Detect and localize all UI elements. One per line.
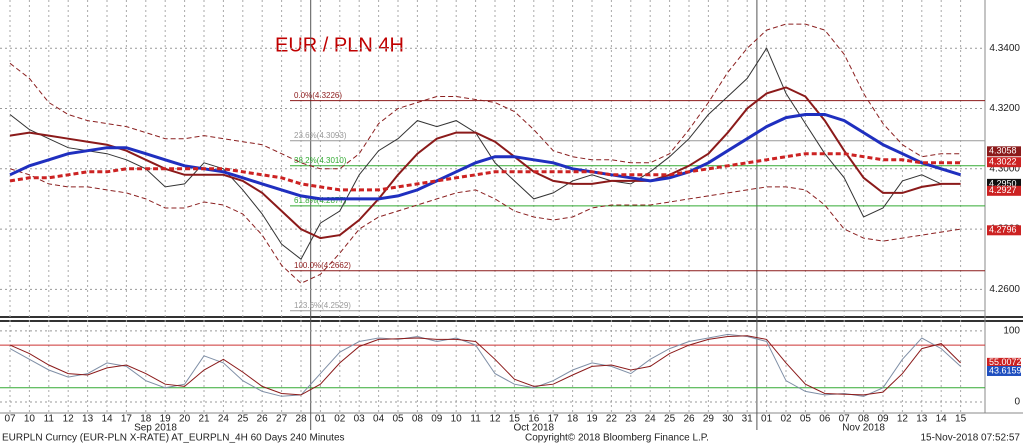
price-tag [987, 146, 1021, 157]
x-tick-label: 12 [63, 414, 75, 425]
x-tick-label: 05 [800, 414, 812, 425]
x-tick-label: 01 [761, 414, 773, 425]
price-tag [987, 185, 1021, 196]
x-tick-label: 07 [839, 414, 851, 425]
x-tick-label: 24 [218, 414, 230, 425]
series-line [9, 47, 961, 260]
x-tick-label: 20 [179, 414, 191, 425]
series-line [9, 335, 961, 396]
price-tag [987, 357, 1021, 368]
price-tag [987, 178, 1021, 189]
fib-label: 38.2%(4.3010) [294, 156, 347, 165]
x-tick-label: 19 [160, 414, 172, 425]
x-tick-label: 27 [276, 414, 288, 425]
x-tick-label: 25 [237, 414, 249, 425]
x-tick-label: 09 [877, 414, 889, 425]
x-tick-label: 13 [916, 414, 928, 425]
x-tick-label: 14 [101, 414, 113, 425]
price-tag [987, 157, 1021, 168]
price-tag-label: 4.2796 [989, 225, 1017, 235]
x-tick-label: 05 [392, 414, 404, 425]
x-tick-label: 03 [354, 414, 366, 425]
price-tag-label: 4.3022 [989, 157, 1017, 167]
x-tick-label: 25 [664, 414, 676, 425]
x-tick-label: 11 [470, 414, 481, 425]
x-tick-label: 09 [431, 414, 443, 425]
fib-label: 0.0%(4.3226) [294, 91, 342, 100]
x-tick-label: 02 [780, 414, 792, 425]
x-tick-label: 15 [955, 414, 967, 425]
month-label: Sep 2018 [134, 423, 177, 434]
x-tick-label: 29 [703, 414, 715, 425]
x-tick-label: 31 [742, 414, 754, 425]
y-tick-label: 0 [1014, 397, 1020, 408]
x-tick-label: 13 [82, 414, 94, 425]
x-tick-label: 02 [334, 414, 346, 425]
x-tick-label: 24 [645, 414, 657, 425]
month-label: Nov 2018 [842, 423, 885, 434]
fib-label: 23.6%(4.3093) [294, 131, 347, 140]
x-tick-label: 21 [198, 414, 210, 425]
fib-label: 100.0%(4.2662) [294, 261, 351, 270]
x-tick-label: 17 [121, 414, 133, 425]
series-line [9, 333, 961, 397]
price-tag-label: 55.0072 [989, 357, 1022, 367]
series-line [9, 113, 962, 201]
y-tick-label: 4.3200 [989, 103, 1020, 114]
fib-label: 123.6%(4.2529) [294, 301, 351, 310]
footer-left: EURPLN Curncy (EUR-PLN X-RATE) AT_EURPLN… [2, 433, 345, 444]
y-tick-label: 4.2600 [989, 284, 1020, 295]
footer-right: 15-Nov-2018 07:52:57 [920, 433, 1020, 444]
x-tick-label: 30 [722, 414, 734, 425]
x-tick-label: 19 [586, 414, 598, 425]
series-line [9, 86, 961, 240]
fib-label: 61.8%(4.2877) [294, 196, 347, 205]
y-tick-label: 100 [1003, 325, 1020, 336]
x-tick-label: 16 [528, 414, 540, 425]
price-tag-label: 4.2950 [989, 178, 1017, 188]
x-tick-label: 23 [625, 414, 637, 425]
x-tick-label: 11 [44, 414, 55, 425]
y-tick-label: 4.3400 [989, 43, 1020, 54]
x-tick-label: 18 [140, 414, 152, 425]
x-tick-label: 28 [295, 414, 307, 425]
x-tick-label: 17 [548, 414, 560, 425]
x-tick-label: 10 [24, 414, 36, 425]
price-tag [987, 225, 1021, 236]
x-tick-label: 06 [819, 414, 831, 425]
x-tick-label: 22 [606, 414, 618, 425]
price-tag [987, 365, 1021, 376]
x-tick-label: 08 [858, 414, 870, 425]
x-tick-label: 12 [897, 414, 909, 425]
x-tick-label: 01 [315, 414, 327, 425]
x-tick-label: 14 [936, 414, 948, 425]
series-line [9, 168, 961, 284]
x-tick-label: 07 [4, 414, 16, 425]
price-tag-label: 4.2927 [989, 185, 1017, 195]
x-tick-label: 26 [683, 414, 695, 425]
x-tick-label: 18 [567, 414, 579, 425]
x-tick-label: 26 [257, 414, 269, 425]
x-tick-label: 15 [509, 414, 521, 425]
x-tick-label: 10 [451, 414, 463, 425]
price-tag-label: 4.3058 [989, 146, 1017, 156]
footer-center: Copyright© 2018 Bloomberg Finance L.P. [525, 433, 709, 444]
x-tick-label: 08 [412, 414, 424, 425]
x-tick-label: 04 [373, 414, 385, 425]
y-tick-label: 4.3000 [989, 163, 1020, 174]
month-label: Oct 2018 [514, 423, 555, 434]
price-tag-label: 43.6159 [989, 365, 1022, 375]
x-tick-label: 12 [489, 414, 501, 425]
